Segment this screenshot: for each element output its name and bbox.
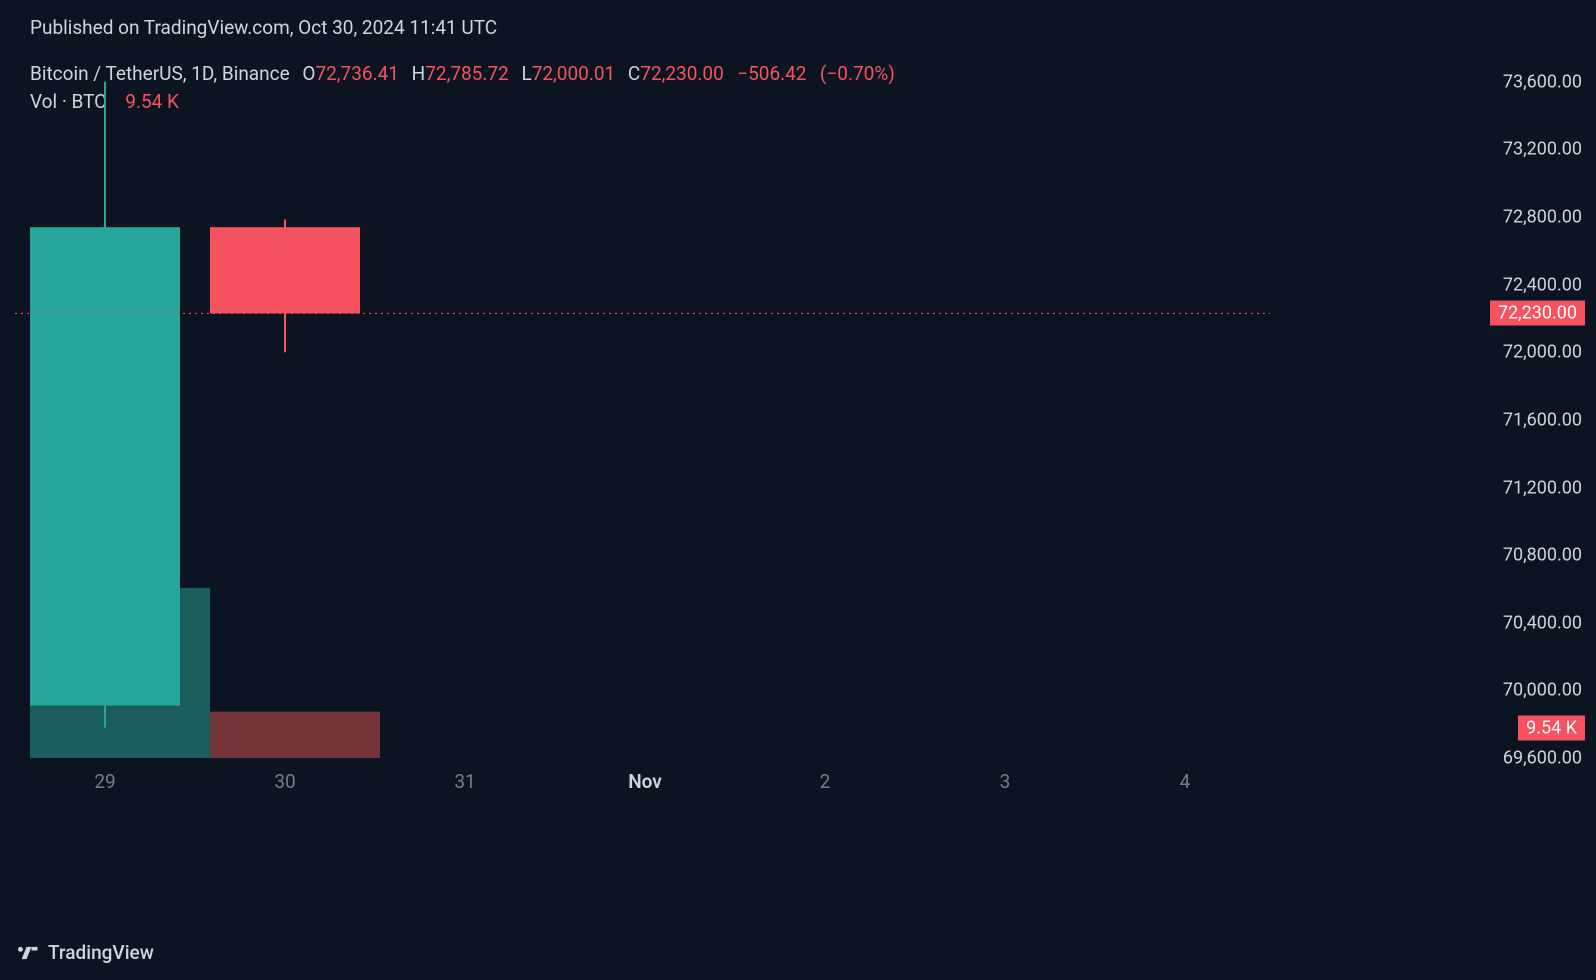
y-axis-tick: 73,200.00	[1503, 139, 1582, 160]
y-axis-tick: 73,600.00	[1503, 71, 1582, 92]
y-axis-tick: 70,000.00	[1503, 680, 1582, 701]
x-axis-tick: 31	[454, 770, 475, 793]
y-axis-tick: 70,800.00	[1503, 545, 1582, 566]
y-axis-tick: 70,400.00	[1503, 612, 1582, 633]
price-axis[interactable]: 73,600.00 73,200.00 72,800.00 72,400.00 72,0…	[1476, 48, 1596, 758]
y-axis-tick: 72,800.00	[1503, 207, 1582, 228]
x-axis-tick: Nov	[628, 770, 662, 793]
published-header: Published on TradingView.com, Oct 30, 20…	[30, 16, 497, 39]
x-axis-tick: 30	[274, 770, 295, 793]
x-axis-tick: 3	[1000, 770, 1011, 793]
y-axis-tick: 72,000.00	[1503, 342, 1582, 363]
tradingview-logo-text: TradingView	[48, 941, 154, 964]
y-axis-tick: 71,600.00	[1503, 409, 1582, 430]
y-axis-tick: 71,200.00	[1503, 477, 1582, 498]
time-axis[interactable]: 29 30 31 Nov 2 3 4	[15, 770, 1270, 800]
y-axis-tick: 72,400.00	[1503, 274, 1582, 295]
candlestick-chart[interactable]	[15, 48, 1270, 758]
chart-plot-area[interactable]	[15, 48, 1270, 758]
volume-tag[interactable]: 9.54 K	[1518, 716, 1585, 741]
tradingview-logo[interactable]: TradingView	[18, 941, 154, 964]
y-axis-tick: 69,600.00	[1503, 748, 1582, 769]
candle-body[interactable]	[210, 227, 360, 313]
x-axis-tick: 29	[94, 770, 115, 793]
x-axis-tick: 2	[820, 770, 831, 793]
x-axis-tick: 4	[1180, 770, 1191, 793]
current-price-tag[interactable]: 72,230.00	[1490, 301, 1585, 326]
volume-bar	[210, 712, 380, 758]
tradingview-logo-icon	[18, 942, 40, 964]
candle-body[interactable]	[30, 227, 180, 705]
